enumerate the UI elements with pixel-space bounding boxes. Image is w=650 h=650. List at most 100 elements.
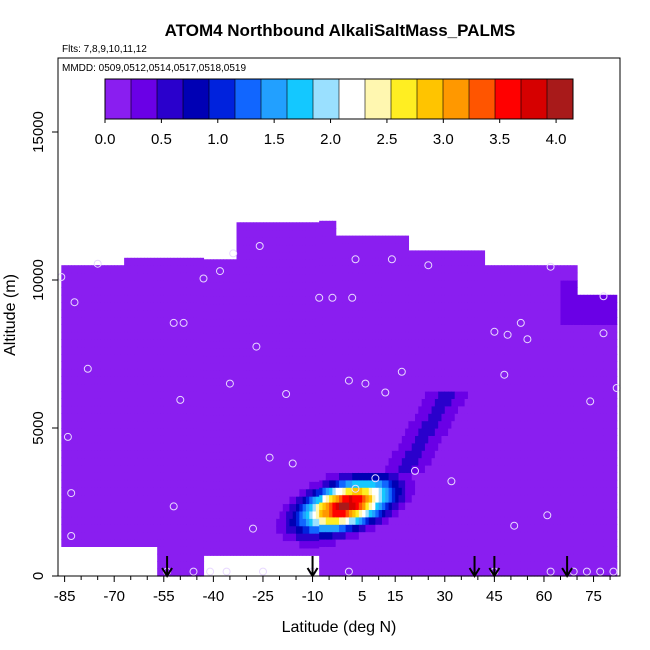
heatmap-cell — [388, 420, 393, 429]
heatmap-cell — [279, 444, 284, 453]
heatmap-cell — [441, 309, 446, 318]
heatmap-cell — [302, 436, 307, 445]
heatmap-cell — [348, 346, 353, 355]
heatmap-cell — [292, 392, 297, 401]
heatmap-cell — [286, 362, 291, 371]
heatmap-cell — [388, 287, 393, 296]
heatmap-cell — [368, 442, 373, 451]
heatmap-cell — [325, 220, 330, 229]
heatmap-cell — [223, 333, 228, 342]
heatmap-cell — [236, 436, 241, 445]
heatmap-cell — [124, 294, 129, 303]
heatmap-cell — [372, 442, 376, 451]
heatmap-cell — [315, 496, 320, 505]
heatmap-cell — [226, 348, 231, 357]
heatmap-cell — [170, 346, 175, 355]
heatmap-cell — [391, 376, 396, 385]
heatmap-cell — [216, 377, 221, 386]
heatmap-cell — [180, 265, 185, 274]
heatmap-cell — [143, 257, 148, 266]
heatmap-cell — [372, 331, 376, 340]
heatmap-cell — [233, 392, 238, 401]
heatmap-cell — [398, 509, 403, 518]
heatmap-cell — [289, 244, 294, 253]
heatmap-cell — [286, 407, 291, 416]
heatmap-cell — [352, 391, 357, 399]
heatmap-cell — [190, 391, 195, 399]
heatmap-cell — [332, 531, 337, 540]
heatmap-cell — [266, 318, 271, 327]
heatmap-cell — [319, 257, 324, 266]
heatmap-cell — [319, 272, 324, 281]
heatmap-cell — [388, 391, 393, 399]
heatmap-cell — [150, 361, 155, 370]
heatmap-cell — [322, 361, 327, 370]
heatmap-cell — [226, 399, 231, 408]
heatmap-cell — [243, 414, 248, 423]
heatmap-cell — [229, 340, 234, 349]
heatmap-cell — [91, 368, 95, 377]
heatmap-cell — [434, 435, 439, 444]
heatmap-cell — [61, 302, 66, 311]
heatmap-cell — [229, 296, 234, 305]
heatmap-cell — [388, 257, 393, 266]
heatmap-cell — [342, 309, 347, 318]
heatmap-cell — [385, 272, 390, 281]
heatmap-cell — [441, 383, 446, 392]
heatmap-cell — [319, 309, 324, 318]
heatmap-cell — [438, 568, 443, 577]
heatmap-cell — [134, 531, 138, 540]
heatmap-cell — [391, 405, 396, 414]
heatmap-cell — [177, 294, 181, 303]
heatmap-cell — [266, 229, 271, 238]
heatmap-cell — [279, 392, 284, 401]
heatmap-cell — [286, 488, 291, 497]
heatmap-cell — [292, 518, 297, 527]
heatmap-cell — [342, 509, 347, 518]
heatmap-cell — [77, 324, 82, 333]
heatmap-cell — [381, 383, 386, 392]
heatmap-cell — [276, 296, 281, 305]
heatmap-cell — [322, 539, 327, 547]
heatmap-cell — [147, 516, 152, 525]
heatmap-cell — [213, 518, 218, 527]
heatmap-cell — [286, 244, 291, 253]
heatmap-cell — [213, 451, 218, 460]
heatmap-cell — [173, 368, 178, 377]
heatmap-cell — [266, 370, 271, 379]
heatmap-cell — [143, 287, 148, 296]
heatmap-cell — [322, 280, 327, 288]
heatmap-cell — [256, 422, 261, 431]
heatmap-cell — [372, 354, 376, 362]
heatmap-cell — [134, 354, 138, 362]
heatmap-cell — [243, 370, 248, 379]
heatmap-cell — [71, 465, 76, 473]
heatmap-cell — [183, 324, 188, 333]
heatmap-cell — [249, 281, 254, 290]
heatmap-cell — [309, 481, 314, 490]
heatmap-cell — [87, 502, 92, 510]
heatmap-cell — [355, 539, 360, 547]
heatmap-cell — [114, 465, 119, 473]
heatmap-cell — [415, 339, 419, 348]
heatmap-cell — [223, 547, 228, 556]
heatmap-cell — [140, 465, 145, 473]
heatmap-cell — [332, 243, 337, 251]
heatmap-cell — [137, 428, 142, 436]
heatmap-cell — [219, 318, 224, 327]
heatmap-cell — [325, 502, 330, 510]
heatmap-cell — [276, 496, 281, 505]
heatmap-cell — [305, 237, 310, 246]
heatmap-cell — [193, 561, 198, 570]
heatmap-cell — [415, 398, 419, 407]
heatmap-cell — [289, 451, 294, 460]
heatmap-cell — [117, 354, 122, 362]
heatmap-cell — [395, 509, 400, 518]
heatmap-cell — [375, 405, 380, 414]
heatmap-cell — [249, 429, 254, 438]
heatmap-cell — [104, 368, 109, 377]
heatmap-cell — [67, 317, 72, 325]
heatmap-cell — [239, 355, 244, 364]
heatmap-cell — [206, 407, 211, 416]
heatmap-cell — [147, 420, 152, 429]
